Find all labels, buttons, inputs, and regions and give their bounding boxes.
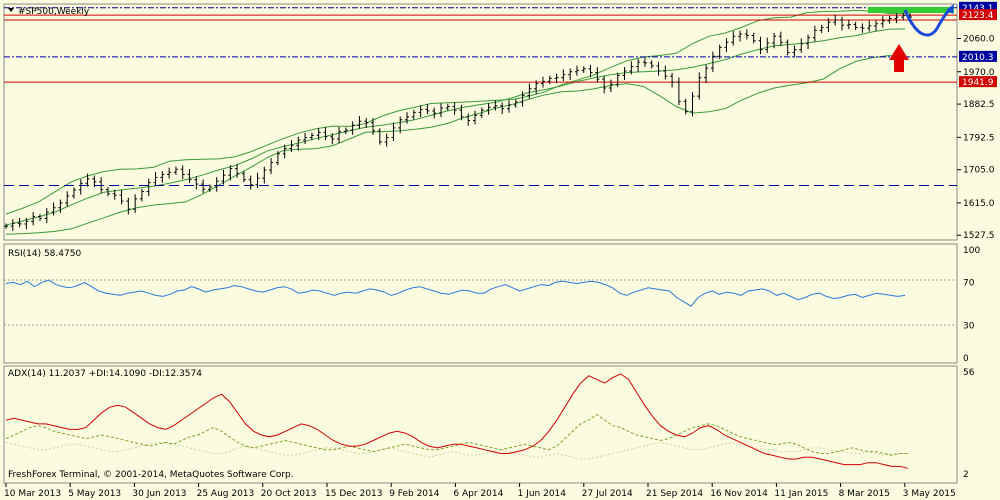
price-tag-bg-1: [959, 9, 997, 21]
symbol-title-group[interactable]: #SP500,Weekly: [8, 7, 90, 17]
main-y-label-6: 1615.0: [963, 199, 995, 209]
rsi-y-label-1: 70: [963, 278, 975, 288]
price-tag-bg-3: [959, 50, 997, 62]
x-label-9: 27 Jul 2014: [582, 489, 633, 499]
x-label-11: 16 Nov 2014: [710, 489, 768, 499]
watermark: FreshForex Terminal, © 2001-2014, MetaQu…: [8, 470, 294, 480]
rsi-line: [5, 279, 906, 307]
bollinger-upper-line: [5, 9, 905, 215]
x-label-10: 21 Sep 2014: [646, 489, 703, 499]
forecast-overlay: [868, 4, 954, 72]
price-bars: [4, 10, 912, 231]
adx-title: ADX(14) 11.2037 +DI:14.1090 -DI:12.3574: [8, 369, 202, 379]
adx-y-label-1: 2: [963, 470, 969, 480]
rsi-y-label-2: 30: [963, 322, 975, 332]
main-y-label-3: 1882.5: [963, 100, 995, 110]
dropdown-triangle-icon[interactable]: [8, 8, 14, 12]
price-tag-bg-4: [959, 76, 997, 88]
target-zone: [868, 7, 954, 13]
x-axis-ticks: 10 Mar 2013 5 May 2013 30 Jun 2013 25 Aug 2…: [4, 483, 956, 499]
up-arrow-icon: [889, 44, 909, 72]
x-label-2: 30 Jun 2013: [132, 489, 186, 499]
forecast-arrowhead-icon: [946, 4, 954, 14]
main-y-label-5: 1705.0: [963, 166, 995, 176]
main-y-label-4: 1792.5: [963, 133, 995, 143]
y-axis-ticks: 2060.0 1970.0 1882.5 1792.5 1705.0 1615.0 1527…: [957, 35, 995, 480]
x-label-13: 8 Mar 2015: [839, 489, 890, 499]
x-label-7: 6 Apr 2014: [453, 489, 503, 499]
rsi-y-label-0: 100: [963, 246, 980, 256]
rsi-title: RSI(14) 58.4750: [8, 249, 81, 259]
bollinger-lower-line: [5, 54, 906, 235]
adx-line: [5, 373, 909, 469]
forecast-wave-line: [903, 6, 953, 37]
adx-y-label-0: 56: [963, 368, 975, 378]
price-tag-3: 2010.3: [962, 53, 994, 63]
adx-series: [5, 373, 909, 469]
adx-panel-frame: [3, 365, 958, 484]
price-tag-0: 2143.1: [962, 4, 994, 14]
main-y-label-2: 1970.0: [963, 68, 995, 78]
x-label-3: 25 Aug 2013: [197, 489, 255, 499]
price-tag-1: 2123.4: [962, 11, 994, 21]
di-plus-line: [5, 413, 908, 456]
x-label-0: 10 Mar 2013: [4, 489, 61, 499]
main-panel-frame: [3, 3, 958, 241]
x-label-14: 3 May 2015: [903, 489, 956, 499]
x-label-8: 1 Jun 2014: [518, 489, 567, 499]
x-label-5: 15 Dec 2013: [325, 489, 383, 499]
x-label-4: 20 Oct 2013: [261, 489, 317, 499]
chart-title: #SP500,Weekly: [18, 7, 90, 17]
price-tag-bg-0: [959, 1, 997, 13]
x-label-1: 5 May 2013: [68, 489, 121, 499]
x-label-6: 9 Feb 2014: [389, 489, 440, 499]
main-y-label-1: 2060.0: [963, 35, 995, 45]
rsi-panel-frame: [3, 243, 958, 364]
rsi-y-label-3: 0: [963, 354, 969, 364]
x-label-12: 11 Jan 2015: [774, 489, 828, 499]
rsi-series: [5, 279, 906, 307]
price-tag-4: 1941.9: [962, 78, 994, 88]
di-minus-line: [5, 441, 908, 460]
main-y-label-7: 1527.5: [963, 231, 995, 241]
